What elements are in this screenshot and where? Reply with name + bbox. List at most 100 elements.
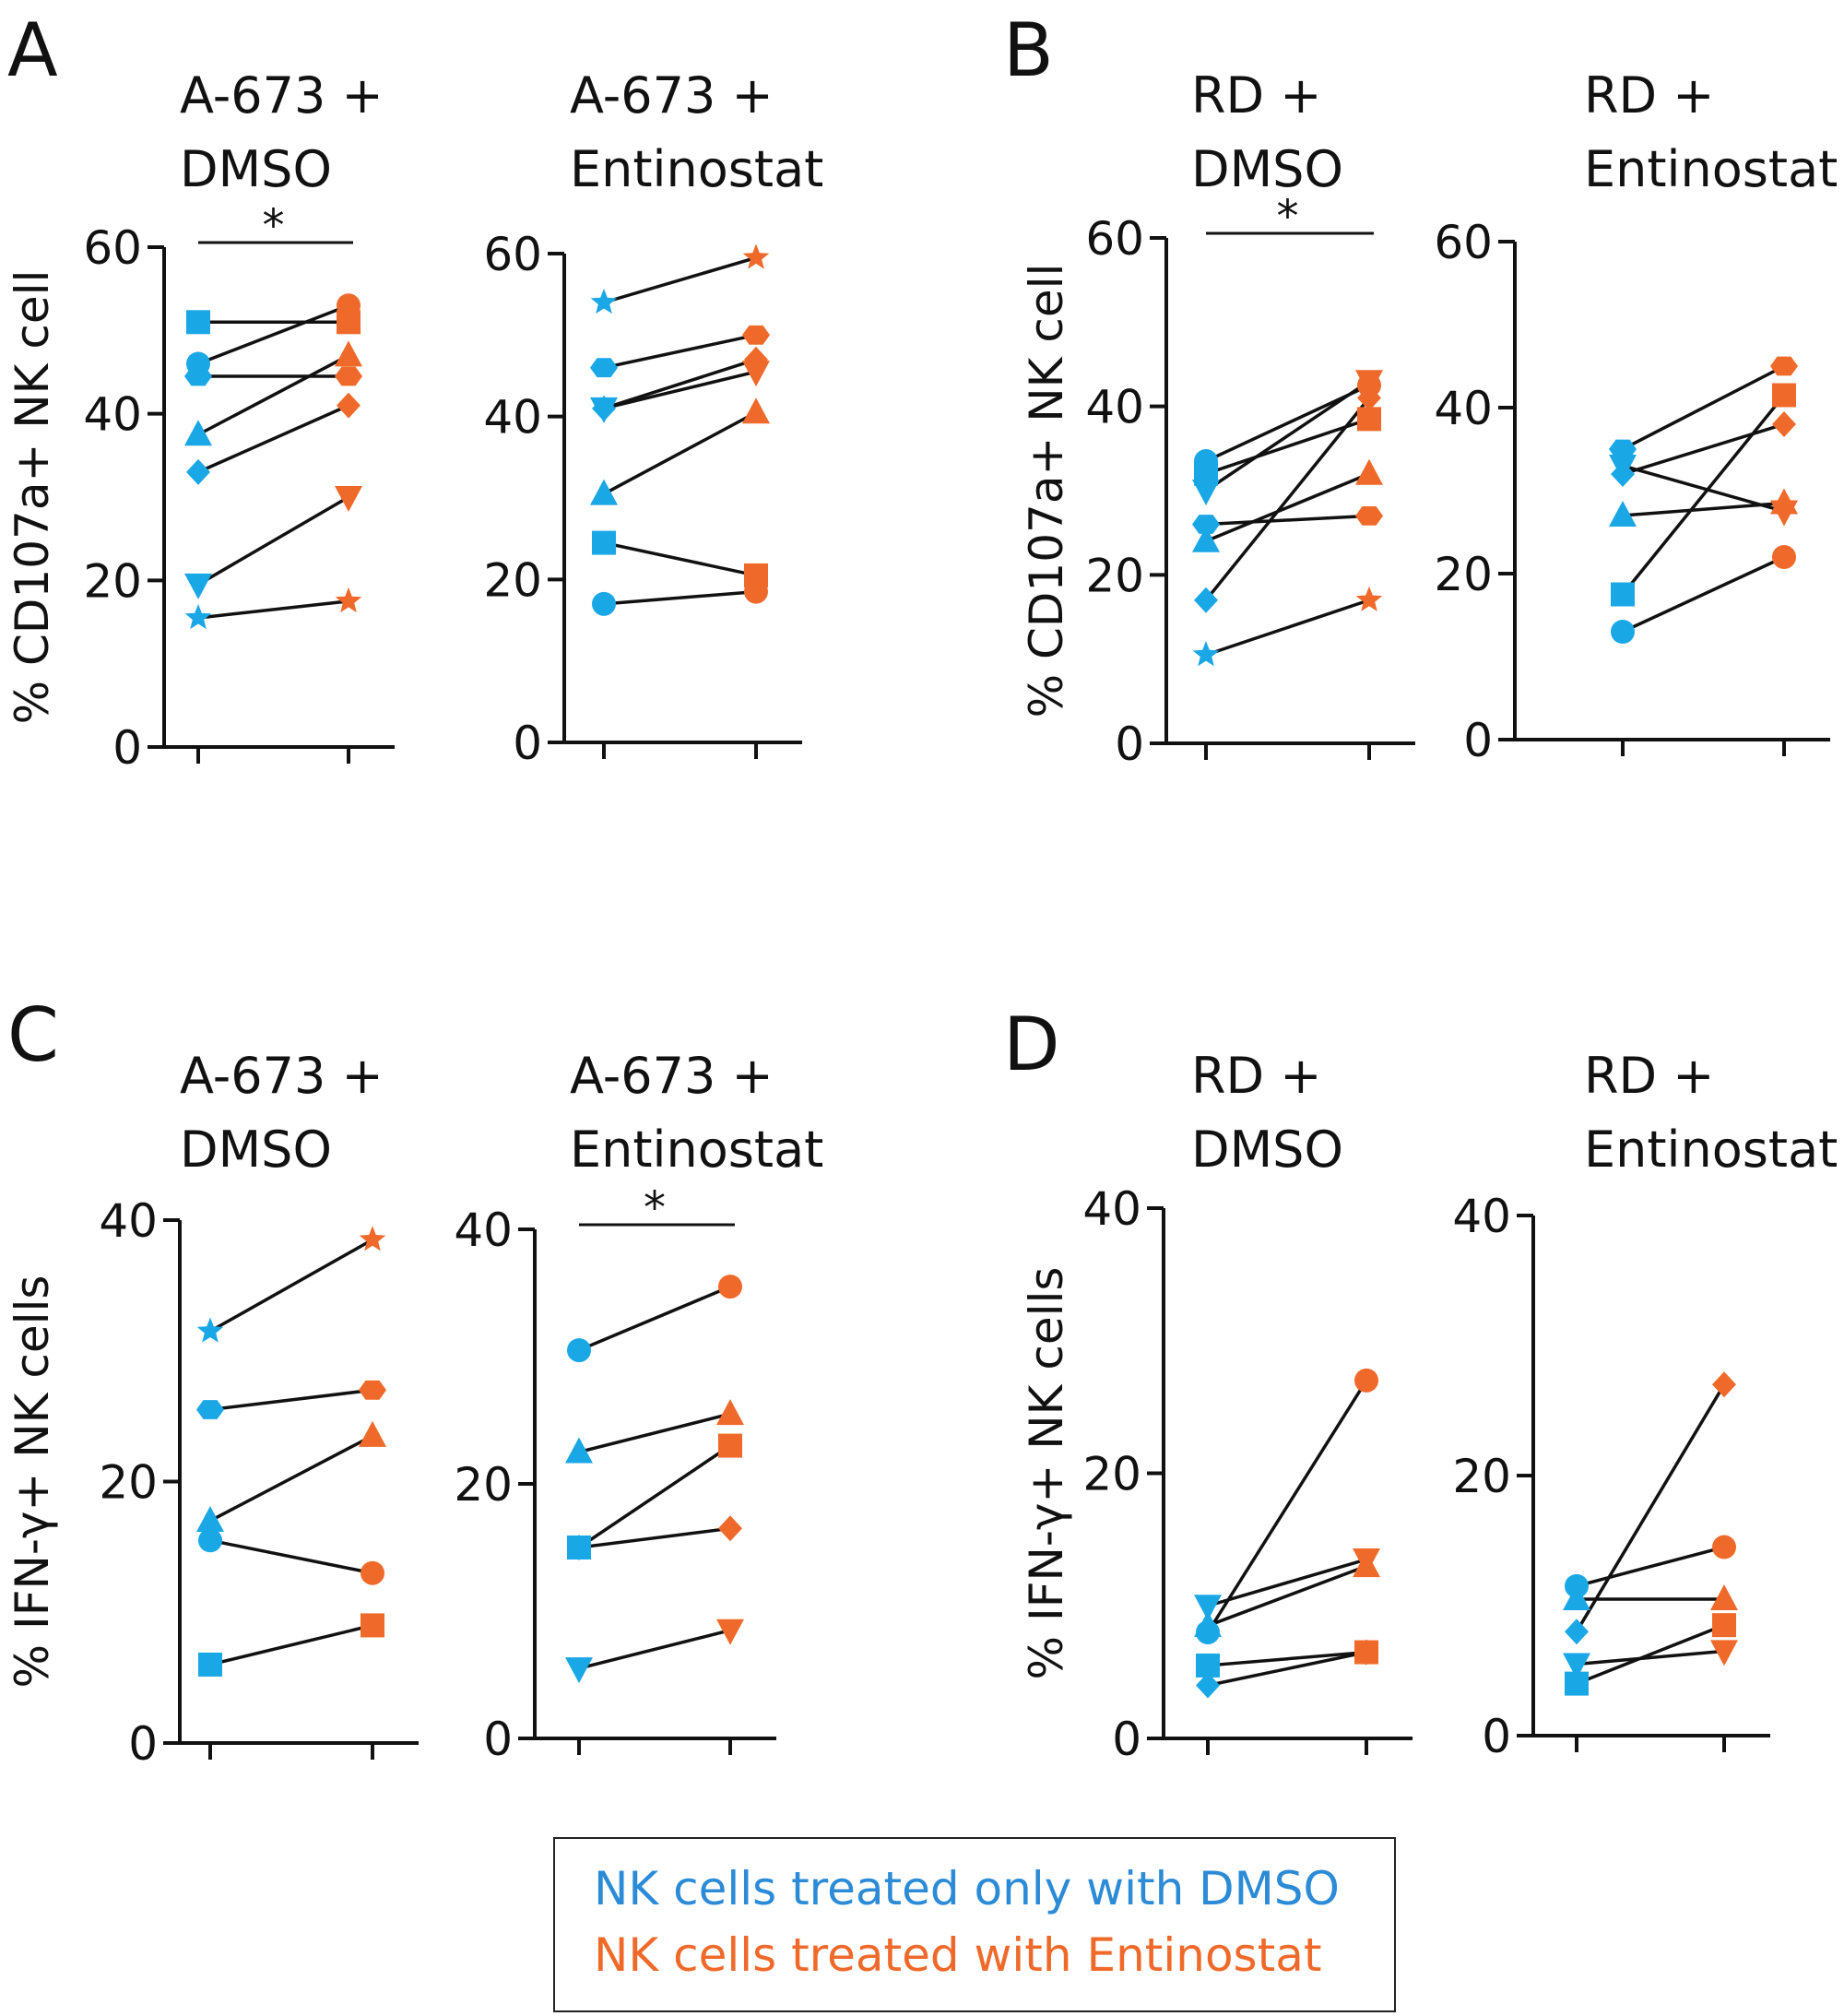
pair-line — [1207, 1650, 1367, 1688]
chart-panel-3: B RD + DMSO % CD107a+ NK cell 0 20 40 60 * — [1003, 7, 1415, 771]
entinostat-point-circle — [718, 1275, 742, 1299]
dmso-point-diamond — [1565, 1619, 1589, 1645]
chart-title-line: RD + — [1191, 66, 1322, 125]
pair-line — [1205, 472, 1370, 543]
pair-line — [603, 333, 757, 370]
entinostat-point-diamond — [1712, 1371, 1736, 1398]
panel-letter: A — [7, 7, 58, 93]
dmso-point-triangle-down — [1563, 1653, 1590, 1679]
entinostat-point-triangle-up — [742, 397, 770, 424]
dmso-point-diamond — [592, 395, 616, 421]
y-tick-label: 20 — [1082, 1448, 1141, 1501]
entinostat-point-triangle-up — [1355, 458, 1383, 485]
entinostat-point-star — [1355, 586, 1383, 611]
dmso-point-square — [592, 530, 616, 555]
y-axis-label: % IFN-γ+ NK cells — [1020, 1267, 1073, 1680]
y-tick-label: 40 — [1452, 1190, 1511, 1243]
entinostat-point-square — [1772, 383, 1796, 408]
entinostat-point-triangle-up — [335, 340, 362, 367]
entinostat-point-square — [1712, 1613, 1736, 1638]
y-tick-label: 60 — [83, 221, 142, 275]
pair-line — [209, 1623, 373, 1666]
pair-line — [197, 599, 349, 620]
chart-title-line: RD + — [1191, 1047, 1322, 1105]
entinostat-point-triangle-up — [1710, 1583, 1738, 1610]
dmso-point-star — [590, 289, 618, 314]
pair-line — [1205, 417, 1370, 476]
pair-line — [197, 353, 349, 436]
pair-line — [209, 1238, 373, 1334]
legend-dmso: NK cells treated only with DMSO — [594, 1862, 1340, 1915]
significance-star: * — [644, 1182, 666, 1234]
pair-line — [603, 255, 757, 304]
entinostat-point-triangle-down — [335, 486, 362, 512]
y-tick-label: 40 — [483, 391, 542, 445]
y-tick-label: 20 — [83, 554, 142, 608]
y-tick-label: 0 — [1463, 714, 1493, 767]
y-axis-label: % CD107a+ NK cell — [1020, 264, 1073, 718]
dmso-point-triangle-down — [1192, 480, 1220, 505]
chart-panel-2: A-673 + Entinostat 0 20 40 60 — [483, 66, 823, 770]
dmso-point-triangle-up — [184, 420, 212, 446]
dmso-point-triangle-down — [1194, 1595, 1222, 1621]
pair-line — [578, 1629, 731, 1670]
entinostat-point-hexagon — [1770, 356, 1798, 376]
pair-line — [197, 303, 349, 366]
dmso-point-hexagon — [184, 366, 212, 386]
y-tick-label: 40 — [1082, 1182, 1141, 1236]
y-tick-label: 60 — [1085, 212, 1144, 266]
y-tick-label: 40 — [1434, 382, 1493, 435]
y-tick-label: 40 — [454, 1204, 513, 1257]
entinostat-point-hexagon — [1355, 506, 1383, 526]
dmso-point-circle — [1611, 620, 1635, 644]
chart-title-line: A-673 + — [570, 66, 774, 125]
pair-line — [603, 358, 757, 410]
dmso-point-square — [186, 310, 210, 335]
entinostat-point-diamond — [718, 1515, 742, 1542]
pair-line — [1622, 364, 1785, 451]
entinostat-point-hexagon — [359, 1380, 386, 1400]
pair-line — [1206, 1379, 1368, 1633]
pair-line — [197, 495, 349, 587]
dmso-point-triangle-down — [565, 1657, 593, 1684]
dmso-point-circle — [198, 1528, 222, 1553]
entinostat-point-triangle-down — [1355, 370, 1383, 397]
dmso-point-circle — [567, 1338, 591, 1363]
dmso-point-diamond — [1194, 587, 1218, 613]
chart-panel-5: C A-673 + DMSO % IFN-γ+ NK cells 0 20 40 — [6, 992, 419, 1771]
entinostat-point-diamond — [1357, 385, 1381, 411]
pair-line — [209, 1538, 373, 1575]
chart-title-line: DMSO — [1191, 1121, 1343, 1179]
entinostat-point-triangle-up — [1353, 1551, 1380, 1578]
chart-title-line: Entinostat — [570, 140, 823, 198]
entinostat-point-triangle-down — [716, 1619, 744, 1645]
entinostat-point-circle — [744, 579, 768, 604]
y-axis-label: % CD107a+ NK cell — [6, 270, 59, 725]
legend: NK cells treated only with DMSO NK cells… — [553, 1837, 1396, 2012]
y-axis-label: % IFN-γ+ NK cells — [6, 1275, 59, 1689]
dmso-point-triangle-down — [184, 573, 212, 599]
entinostat-point-star — [742, 243, 770, 269]
dmso-point-star — [1192, 641, 1220, 667]
pair-line — [1575, 1383, 1726, 1633]
y-tick-label: 60 — [483, 228, 542, 281]
pair-line — [209, 1388, 373, 1412]
entinostat-point-circle — [1712, 1535, 1736, 1559]
y-tick-label: 20 — [99, 1456, 158, 1510]
dmso-point-diamond — [1611, 461, 1635, 487]
dmso-point-circle — [592, 591, 616, 616]
chart-panel-7: D RD + DMSO % IFN-γ+ NK cells 0 20 40 — [1003, 1002, 1413, 1766]
y-tick-label: 20 — [1085, 549, 1144, 602]
chart-panel-1: A A-673 + DMSO % CD107a+ NK cell 0 20 40 60 * — [6, 7, 395, 775]
pair-line — [1622, 555, 1785, 634]
pair-line — [1576, 1545, 1725, 1588]
pair-line — [1205, 599, 1370, 657]
dmso-point-hexagon — [196, 1400, 224, 1419]
significance-star: * — [263, 200, 285, 252]
entinostat-point-circle — [1354, 1368, 1378, 1393]
chart-title-line: Entinostat — [1584, 140, 1838, 198]
chart-panel-4: RD + Entinostat 0 20 40 60 — [1434, 66, 1838, 767]
dmso-point-triangle-up — [1609, 501, 1637, 527]
entinostat-point-diamond — [337, 392, 361, 419]
dmso-point-diamond — [1196, 1672, 1220, 1699]
